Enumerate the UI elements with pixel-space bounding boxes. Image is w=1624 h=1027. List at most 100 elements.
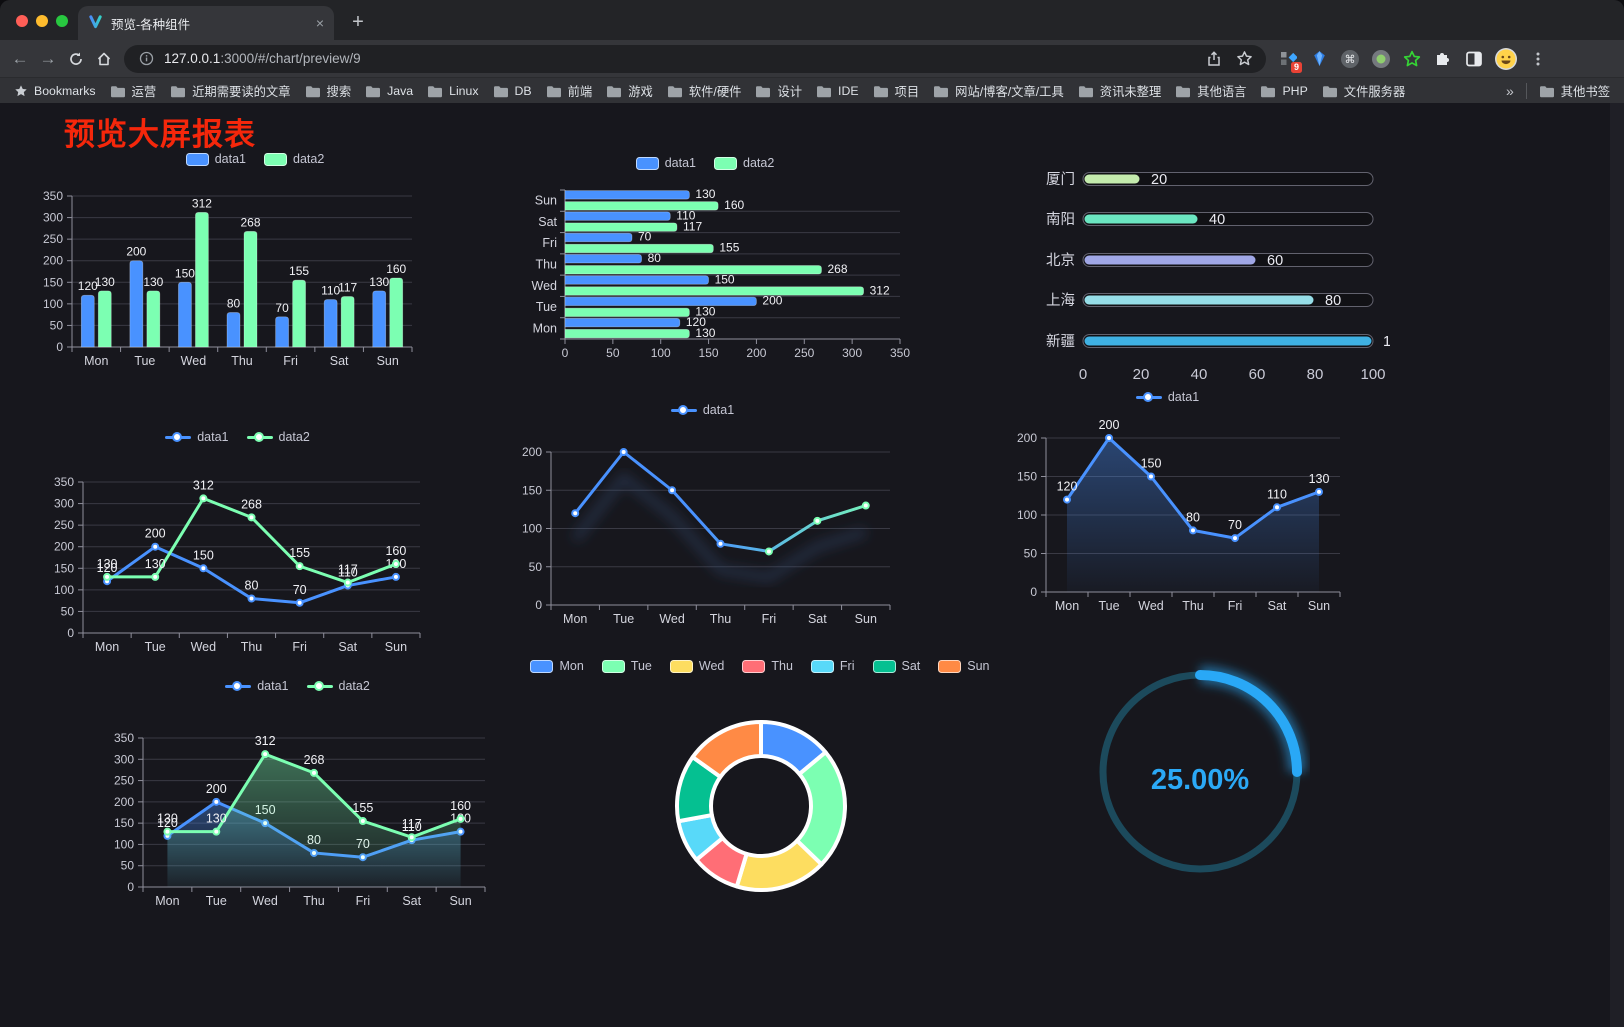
forward-icon[interactable]: → bbox=[39, 48, 57, 68]
svg-text:312: 312 bbox=[255, 734, 276, 748]
legend-item[interactable]: data1 bbox=[185, 152, 246, 166]
legend-item[interactable]: Wed bbox=[669, 659, 724, 673]
bookmark-folder[interactable]: 近期需要读的文章 bbox=[170, 82, 291, 100]
bookmark-folder-label: 前端 bbox=[567, 85, 593, 99]
svg-text:Sat: Sat bbox=[538, 215, 557, 229]
legend-item[interactable]: data1 bbox=[670, 403, 734, 417]
reader-panel-icon[interactable] bbox=[1464, 49, 1484, 69]
legend-item[interactable]: data2 bbox=[306, 679, 370, 693]
bookmark-folder[interactable]: 前端 bbox=[546, 82, 593, 100]
svg-text:Thu: Thu bbox=[535, 258, 557, 272]
other-bookmarks-folder[interactable]: 其他书签 bbox=[1539, 82, 1610, 100]
dot-extension-icon[interactable] bbox=[1371, 49, 1391, 69]
svg-text:250: 250 bbox=[54, 518, 74, 532]
browser-tab[interactable]: 预览-各种组件 × bbox=[78, 6, 334, 40]
legend-item[interactable]: data2 bbox=[714, 156, 774, 170]
url-bar[interactable]: 127.0.0.1:3000/#/chart/preview/9 bbox=[124, 44, 1266, 73]
site-info-icon[interactable] bbox=[136, 49, 156, 69]
bookmark-folder[interactable]: 项目 bbox=[873, 82, 919, 100]
gem-extension-icon[interactable] bbox=[1309, 49, 1329, 69]
bookmark-folder-label: Linux bbox=[449, 84, 479, 98]
bookmark-folder[interactable]: Linux bbox=[427, 84, 479, 98]
bookmark-folder[interactable]: 设计 bbox=[755, 82, 802, 100]
svg-text:117: 117 bbox=[338, 281, 357, 295]
legend-item[interactable]: Tue bbox=[601, 659, 652, 673]
bookmark-folder[interactable]: 文件服务器 bbox=[1322, 82, 1405, 100]
chart-donut: Mon Tue Wed Thu Fri Sat Sun bbox=[530, 655, 990, 903]
legend-item[interactable]: data1 bbox=[635, 156, 696, 170]
bookmark-folder[interactable]: 游戏 bbox=[606, 82, 653, 100]
home-icon[interactable] bbox=[90, 45, 118, 73]
svg-text:150: 150 bbox=[43, 275, 63, 289]
page-scrollbar[interactable] bbox=[1610, 103, 1624, 1027]
svg-text:Sun: Sun bbox=[385, 640, 407, 654]
chart-line-area: data1 0 50 100 150 200 Mon Tue Wed Thu Fri Sat Sun 12… bbox=[975, 388, 1360, 614]
bookmark-folder-label: 近期需要读的文章 bbox=[192, 85, 291, 99]
svg-text:Mon: Mon bbox=[533, 321, 557, 335]
bookmarks-overflow-chevron[interactable]: » bbox=[1506, 83, 1514, 99]
bookmark-folder[interactable]: Java bbox=[365, 84, 413, 98]
legend-item[interactable]: Fri bbox=[810, 659, 855, 673]
legend-item[interactable]: Sun bbox=[938, 659, 990, 673]
menu-kebab-icon[interactable] bbox=[1528, 49, 1548, 69]
bookmark-folder[interactable]: 其他语言 bbox=[1175, 82, 1246, 100]
grid-extension-icon[interactable]: 9 bbox=[1278, 49, 1302, 73]
legend-item[interactable]: data1 bbox=[1135, 390, 1199, 404]
legend-item[interactable]: Sat bbox=[872, 659, 920, 673]
profile-avatar[interactable] bbox=[1495, 47, 1517, 70]
legend-item[interactable]: data2 bbox=[264, 152, 324, 166]
bookmark-folder-label: 资讯未整理 bbox=[1099, 85, 1162, 99]
bookmark-star-icon[interactable] bbox=[1234, 49, 1254, 69]
command-extension-icon[interactable]: ⌘ bbox=[1340, 49, 1360, 69]
legend-item[interactable]: Thu bbox=[742, 659, 793, 673]
svg-text:50: 50 bbox=[121, 859, 135, 873]
legend-item[interactable]: Mon bbox=[530, 659, 584, 673]
legend-item[interactable]: data1 bbox=[225, 679, 289, 693]
share-icon[interactable] bbox=[1204, 49, 1224, 69]
svg-text:100: 100 bbox=[114, 837, 134, 851]
tab-close-icon[interactable]: × bbox=[315, 15, 324, 31]
bookmark-folder[interactable]: PHP bbox=[1260, 84, 1308, 98]
svg-text:160: 160 bbox=[386, 262, 406, 276]
svg-text:Sun: Sun bbox=[535, 194, 557, 208]
reload-icon[interactable] bbox=[62, 45, 90, 73]
bookmark-folder[interactable]: 运营 bbox=[110, 82, 156, 100]
chart-bar-vertical: data1 data2 0 50 100 150 200 250 300 350 Mon Tue Wed… bbox=[40, 150, 470, 372]
bookmark-folder[interactable]: 资讯未整理 bbox=[1078, 82, 1162, 100]
svg-text:北京: 北京 bbox=[1046, 252, 1075, 269]
svg-text:80: 80 bbox=[1325, 293, 1341, 309]
window-minimize-button[interactable] bbox=[36, 15, 48, 27]
window-close-button[interactable] bbox=[16, 15, 28, 27]
bookmark-folder[interactable]: 搜索 bbox=[305, 82, 352, 100]
bookmark-folder[interactable]: IDE bbox=[816, 84, 859, 98]
svg-text:Mon: Mon bbox=[1055, 599, 1079, 613]
svg-text:130: 130 bbox=[1309, 472, 1330, 486]
svg-text:120: 120 bbox=[157, 816, 178, 830]
puzzle-extensions-icon[interactable] bbox=[1433, 49, 1453, 69]
back-icon[interactable]: ← bbox=[11, 48, 29, 68]
extensions-area: 9 ⌘ bbox=[1278, 47, 1548, 73]
legend-item[interactable]: data1 bbox=[165, 430, 229, 444]
bookmarks-divider bbox=[1525, 83, 1527, 99]
svg-text:60: 60 bbox=[1267, 253, 1283, 269]
svg-text:250: 250 bbox=[114, 774, 134, 788]
svg-text:100: 100 bbox=[1360, 366, 1385, 383]
svg-text:160: 160 bbox=[385, 544, 406, 558]
bookmark-folder[interactable]: 软件/硬件 bbox=[667, 82, 741, 100]
window-zoom-button[interactable] bbox=[56, 15, 68, 27]
star-extension-icon[interactable] bbox=[1402, 49, 1422, 69]
svg-text:150: 150 bbox=[114, 816, 134, 830]
bookmark-folder[interactable]: DB bbox=[493, 84, 532, 98]
legend-item[interactable]: data2 bbox=[246, 430, 310, 444]
svg-text:300: 300 bbox=[114, 752, 134, 766]
bookmark-folder-label: PHP bbox=[1282, 84, 1308, 98]
svg-text:268: 268 bbox=[304, 753, 325, 767]
svg-text:50: 50 bbox=[61, 604, 75, 618]
new-tab-button[interactable]: + bbox=[352, 10, 364, 33]
bookmark-folder[interactable]: 网站/博客/文章/工具 bbox=[933, 82, 1064, 100]
bookmarks-manager[interactable]: Bookmarks bbox=[14, 84, 96, 98]
svg-text:Tue: Tue bbox=[613, 612, 634, 626]
bookmark-folder-label: 搜索 bbox=[326, 85, 352, 99]
svg-text:100: 100 bbox=[43, 297, 63, 311]
